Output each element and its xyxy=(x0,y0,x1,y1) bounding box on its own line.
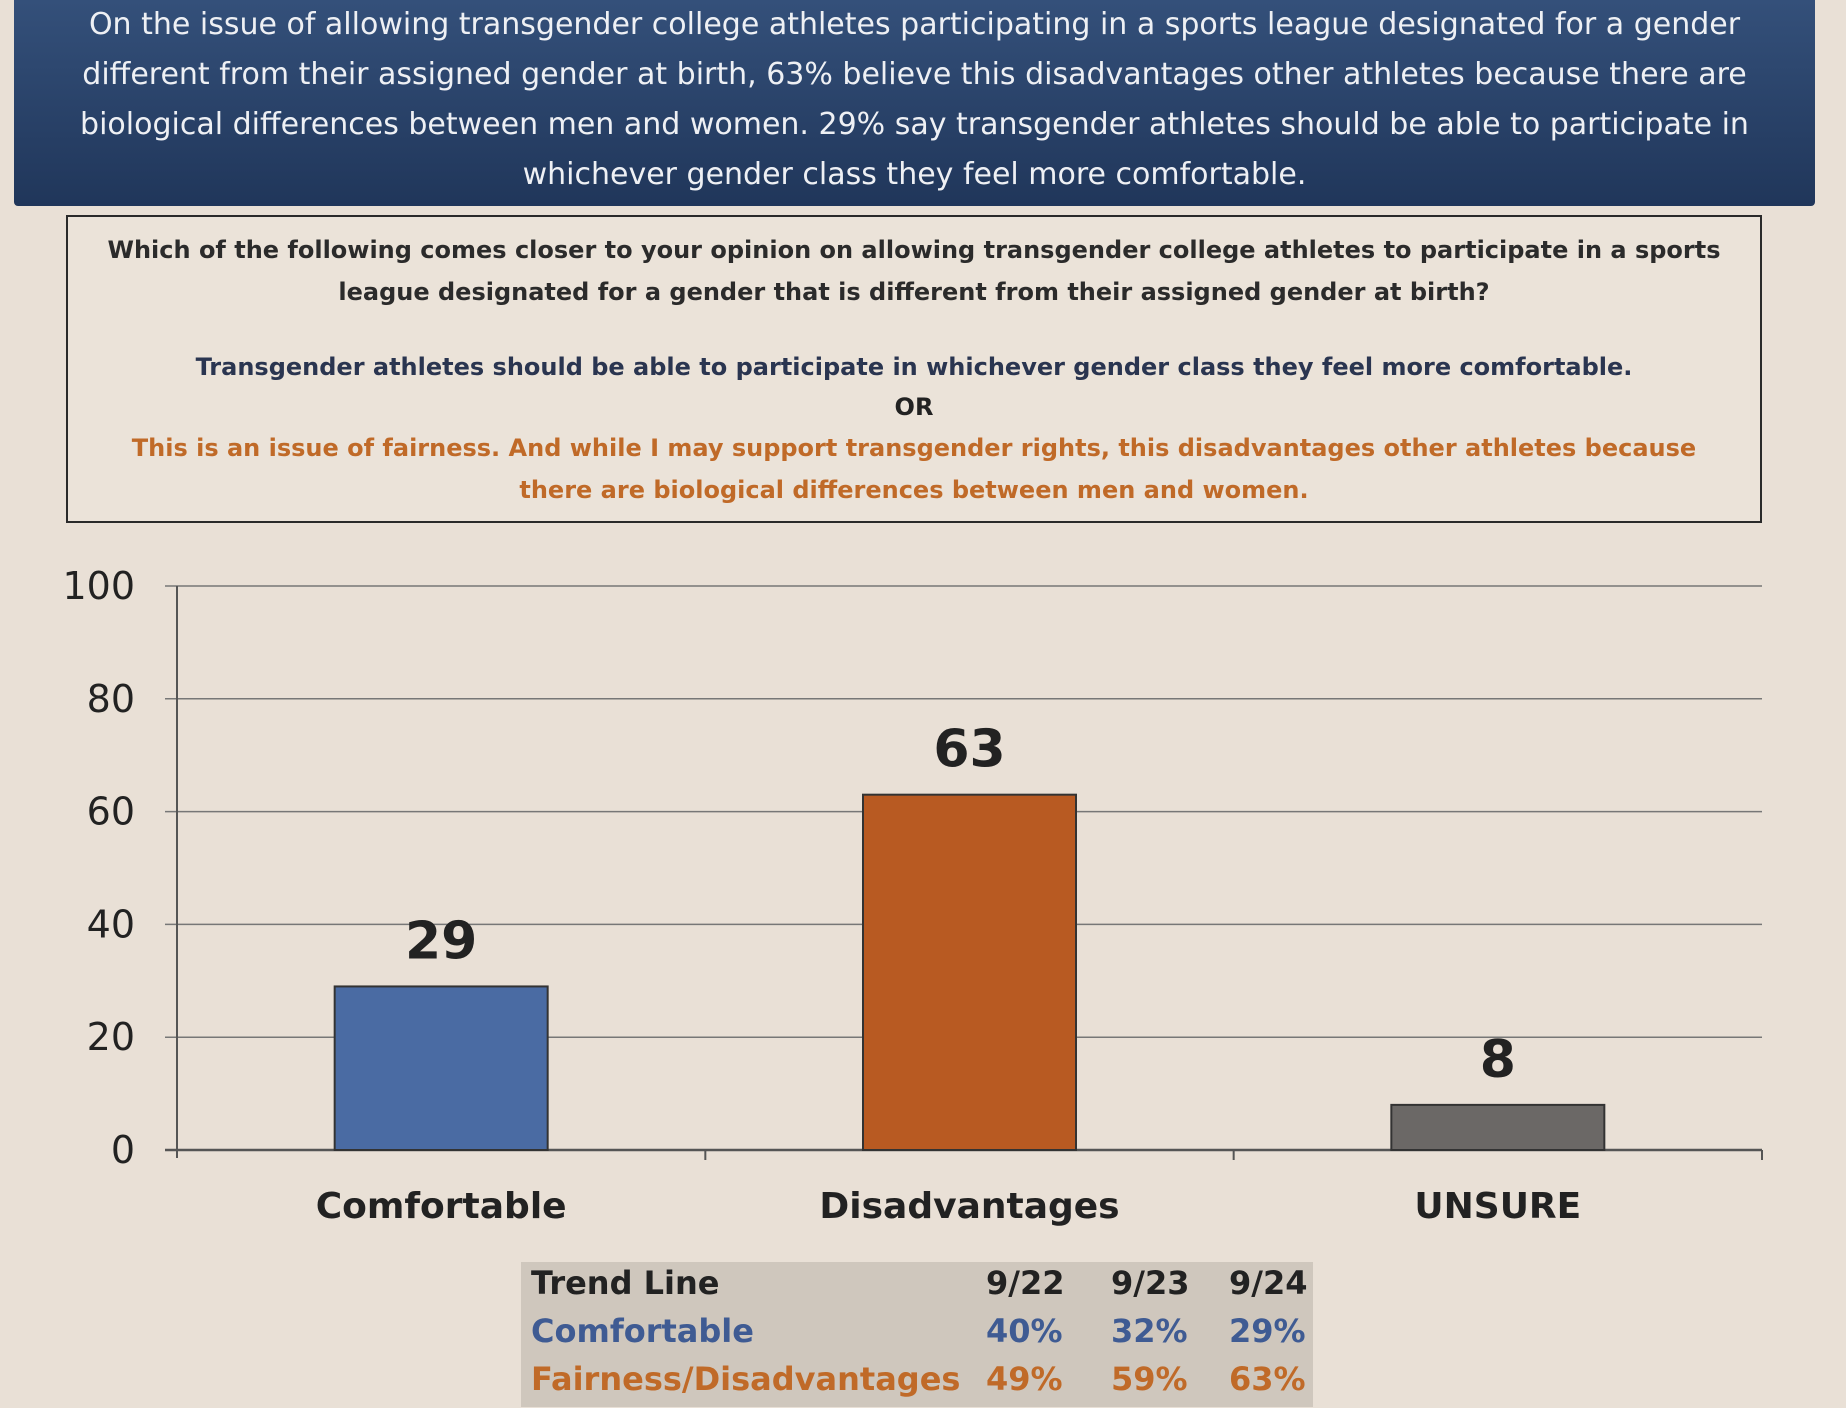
summary-text: On the issue of allowing transgender col… xyxy=(80,7,1749,192)
bar-disadvantages xyxy=(862,793,1077,1151)
summary-banner: On the issue of allowing transgender col… xyxy=(14,0,1815,206)
trend-row-fairness: Fairness/Disadvantages 49% 59% 63% xyxy=(531,1360,1306,1408)
y-tick-label: 40 xyxy=(87,902,135,946)
trend-label: Fairness/Disadvantages xyxy=(531,1360,961,1398)
trend-date: 9/22 xyxy=(986,1264,1065,1302)
bar-unsure xyxy=(1390,1103,1606,1152)
option-comfortable: Transgender athletes should be able to p… xyxy=(195,353,1633,381)
category-label: Comfortable xyxy=(316,1186,567,1227)
trend-header: Trend Line xyxy=(531,1264,720,1302)
trend-value: 40% xyxy=(986,1312,1063,1350)
trend-value: 63% xyxy=(1229,1360,1306,1398)
data-label: 8 xyxy=(1480,1030,1516,1090)
trend-value: 32% xyxy=(1111,1312,1188,1350)
y-tick-label: 100 xyxy=(62,564,135,608)
option-separator: OR xyxy=(894,393,934,421)
trend-row-comfortable: Comfortable 40% 32% 29% xyxy=(531,1312,1306,1360)
option-fairness: This is an issue of fairness. And while … xyxy=(131,434,1697,504)
y-tick-label: 80 xyxy=(87,677,135,721)
category-label: Disadvantages xyxy=(819,1186,1119,1227)
trend-value: 29% xyxy=(1229,1312,1306,1350)
category-label: UNSURE xyxy=(1414,1186,1581,1227)
y-tick-label: 20 xyxy=(87,1015,135,1059)
y-tick-label: 60 xyxy=(87,790,135,834)
trend-table: Trend Line 9/22 9/23 9/24 Comfortable 40… xyxy=(521,1262,1313,1407)
bar-comfortable xyxy=(333,985,549,1151)
trend-date: 9/23 xyxy=(1111,1264,1190,1302)
trend-label: Comfortable xyxy=(531,1312,754,1350)
trend-header-row: Trend Line 9/22 9/23 9/24 xyxy=(531,1264,1307,1312)
question-text: Which of the following comes closer to y… xyxy=(107,236,1721,306)
y-tick-label: 0 xyxy=(111,1128,135,1172)
data-label: 29 xyxy=(405,911,477,971)
trend-date: 9/24 xyxy=(1229,1264,1308,1302)
trend-value: 59% xyxy=(1111,1360,1188,1398)
question-box: Which of the following comes closer to y… xyxy=(66,215,1762,523)
trend-value: 49% xyxy=(986,1360,1063,1398)
data-label: 63 xyxy=(933,720,1005,780)
